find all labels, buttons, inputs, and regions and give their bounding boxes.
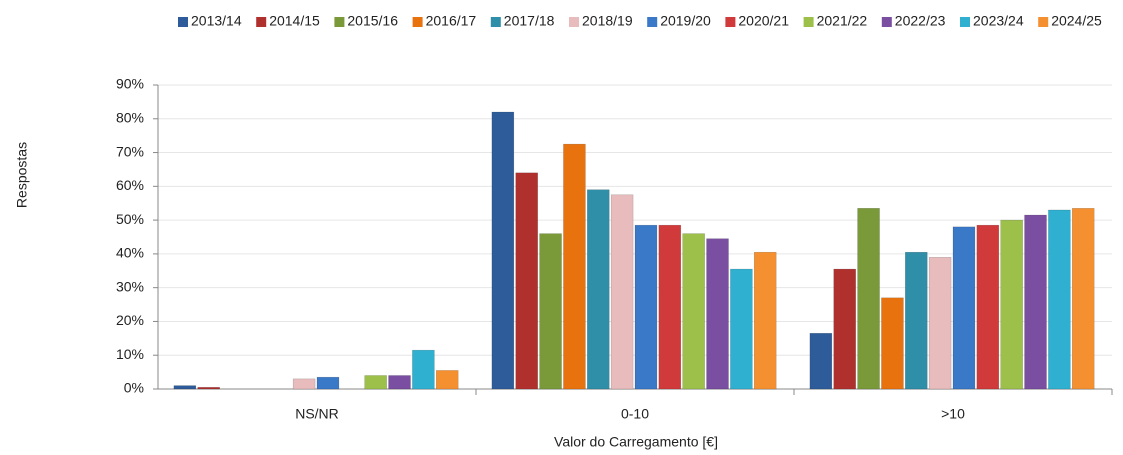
bar (173, 385, 197, 390)
y-tick-label: 40% (116, 245, 144, 261)
legend-label: 2020/21 (738, 13, 789, 29)
x-tick-label: NS/NR (295, 406, 339, 422)
y-tick-label: 90% (116, 76, 144, 92)
legend-swatch (881, 17, 892, 27)
bar (730, 268, 753, 390)
bar (539, 233, 562, 390)
bar (515, 172, 538, 390)
y-tick-label: 10% (116, 346, 144, 362)
bar (610, 194, 634, 390)
bar (881, 297, 904, 390)
y-tick-label: 60% (116, 177, 144, 193)
legend-swatch (569, 17, 579, 27)
legend-swatch (256, 17, 267, 27)
bar (976, 224, 1000, 390)
bar (682, 233, 705, 390)
y-tick-label: 70% (116, 143, 144, 159)
bar (1024, 214, 1047, 390)
legend-swatch (725, 17, 736, 27)
legend-swatch (960, 17, 970, 27)
bar (292, 378, 316, 390)
bar (412, 349, 435, 390)
legend-label: 2013/14 (191, 13, 242, 29)
x-tick-label: 0-10 (621, 406, 649, 422)
bar (833, 268, 856, 390)
bar (857, 208, 880, 390)
legend-label: 2016/17 (426, 13, 477, 29)
bar (197, 387, 220, 390)
bar (1048, 209, 1071, 390)
legend-label: 2019/20 (660, 13, 711, 29)
bar (905, 251, 928, 390)
legend-label: 2022/23 (895, 13, 946, 29)
legend-swatch (412, 17, 423, 27)
bar (1000, 219, 1023, 390)
legend-label: 2018/19 (582, 13, 633, 29)
bar (1072, 208, 1095, 390)
legend-label: 2023/24 (973, 13, 1024, 29)
legend-label: 2017/18 (504, 13, 555, 29)
legend-label: 2015/16 (347, 13, 398, 29)
bar (563, 143, 586, 390)
bar (928, 257, 952, 390)
legend-swatch (334, 17, 345, 27)
legend-swatch (1038, 17, 1049, 27)
legend-label: 2024/25 (1051, 13, 1102, 29)
bar (754, 251, 777, 390)
bar (388, 375, 411, 390)
bar (436, 370, 459, 390)
bar (952, 226, 976, 390)
y-axis-label: Respostas (14, 142, 30, 208)
legend-label: 2021/22 (817, 13, 868, 29)
legend-swatch (647, 17, 658, 27)
x-axis-label: Valor do Carregamento [€] (554, 434, 718, 450)
bar (706, 238, 729, 390)
x-tick-label: >10 (941, 406, 965, 422)
y-tick-label: 20% (116, 312, 144, 328)
y-tick-label: 0% (124, 380, 144, 396)
bar (491, 111, 515, 390)
bar (364, 375, 387, 390)
bar (809, 333, 833, 390)
legend-label: 2014/15 (269, 13, 320, 29)
y-tick-label: 80% (116, 109, 144, 125)
legend-swatch (490, 17, 501, 27)
bar (634, 224, 658, 390)
legend-swatch (803, 17, 814, 27)
bar (316, 376, 340, 390)
bar (587, 189, 610, 390)
bar (658, 224, 682, 390)
y-tick-label: 50% (116, 211, 144, 227)
legend-swatch (178, 17, 188, 27)
y-tick-label: 30% (116, 278, 144, 294)
